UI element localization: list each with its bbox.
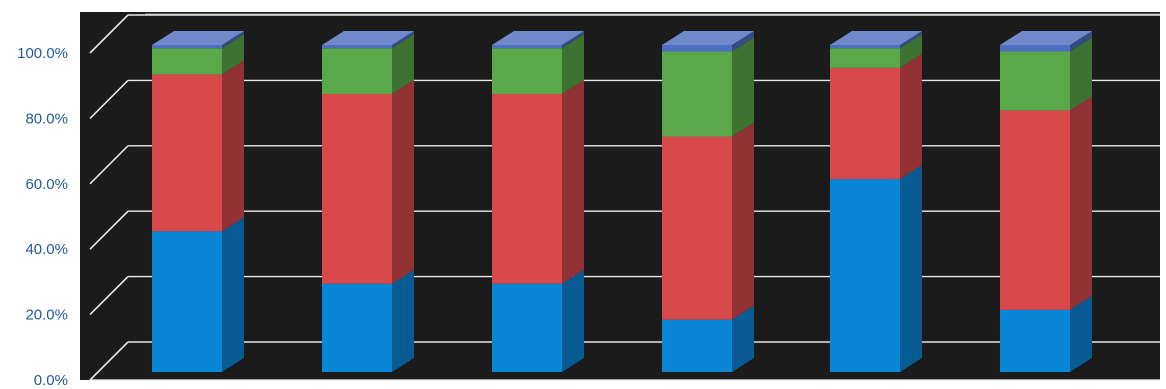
y-tick-label: 0.0% xyxy=(34,372,68,389)
bar-segment-side xyxy=(562,80,584,284)
gridline-wall xyxy=(89,276,129,316)
bar-segment xyxy=(830,67,900,180)
bar-segment xyxy=(152,74,222,232)
gridline-wall xyxy=(89,14,129,54)
gridline-wall xyxy=(89,79,129,119)
bar-segment-side xyxy=(222,31,244,49)
bar-segment xyxy=(322,48,392,95)
bar-segment-side xyxy=(1070,96,1092,310)
bar-segment-side xyxy=(222,60,244,232)
bar-segment xyxy=(662,319,732,372)
bar-top xyxy=(662,31,754,45)
bar-segment-side xyxy=(732,305,754,372)
bar-segment xyxy=(152,45,222,49)
y-tick-label: 100.0% xyxy=(17,45,68,62)
bar-segment xyxy=(830,45,900,49)
bar-segment-side xyxy=(900,31,922,49)
bar-segment xyxy=(662,51,732,137)
bar-segment xyxy=(492,283,562,372)
bar-segment xyxy=(152,48,222,75)
bar-segment xyxy=(492,94,562,284)
gridline-wall xyxy=(89,341,129,381)
y-tick-label: 80.0% xyxy=(25,110,68,127)
bar-top xyxy=(830,31,922,45)
bar-segment-side xyxy=(562,34,584,95)
bar-segment-side xyxy=(1070,37,1092,111)
bar-segment-side xyxy=(732,122,754,320)
bar-segment-side xyxy=(222,34,244,75)
bar-top xyxy=(492,31,584,45)
bar-segment-side xyxy=(392,34,414,95)
bar-segment xyxy=(662,45,732,52)
bar-segment xyxy=(1000,45,1070,52)
bar-segment-side xyxy=(900,165,922,372)
bar-segment xyxy=(322,45,392,49)
bar-top xyxy=(152,31,244,45)
plot-background xyxy=(80,12,1160,380)
bar-segment-side xyxy=(732,37,754,137)
bar-segment xyxy=(830,179,900,372)
bar-top xyxy=(322,31,414,45)
bar-segment xyxy=(152,231,222,372)
bar-segment xyxy=(1000,309,1070,372)
gridline-wall xyxy=(89,210,129,250)
bar-segment-side xyxy=(1070,295,1092,372)
bar-segment-side xyxy=(392,80,414,284)
y-tick-label: 20.0% xyxy=(25,307,68,324)
bar-segment xyxy=(662,136,732,320)
bar-segment xyxy=(1000,110,1070,310)
bar-segment xyxy=(322,94,392,284)
bar-segment-side xyxy=(392,31,414,49)
bar-segment-side xyxy=(900,34,922,68)
bar-segment-side xyxy=(562,31,584,49)
y-tick-label: 60.0% xyxy=(25,176,68,193)
bar-segment-side xyxy=(392,269,414,372)
bar-segment-side xyxy=(1070,31,1092,52)
bar-segment-side xyxy=(562,269,584,372)
bar-segment-side xyxy=(732,31,754,52)
bar-segment-side xyxy=(900,53,922,180)
bar-segment xyxy=(1000,51,1070,111)
bar-segment xyxy=(492,48,562,95)
bar-segment xyxy=(492,45,562,49)
bar-segment-side xyxy=(222,217,244,372)
bar-segment xyxy=(830,48,900,68)
gridline-wall xyxy=(89,145,129,185)
bar-top xyxy=(1000,31,1092,45)
bar-segment xyxy=(322,283,392,372)
y-tick-label: 40.0% xyxy=(25,241,68,258)
